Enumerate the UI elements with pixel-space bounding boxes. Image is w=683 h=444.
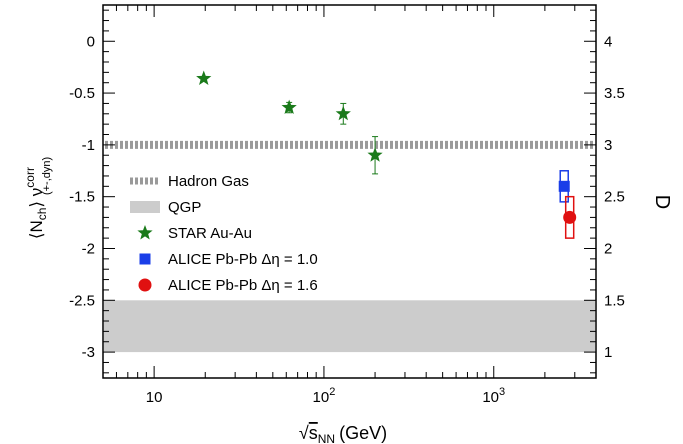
y-axis-right-label: D bbox=[651, 195, 673, 209]
y-left-tick-label: 0 bbox=[87, 33, 95, 50]
x-axis-label-var: s bbox=[309, 423, 318, 443]
x-tick-label: 103 bbox=[482, 386, 505, 406]
y-right-tick-label: 3.5 bbox=[604, 85, 625, 102]
legend: Hadron Gas QGP STAR Au-Au ALICE Pb-Pb Δη = … bbox=[130, 173, 318, 294]
legend-symbol-square bbox=[139, 253, 151, 265]
alice-square-point bbox=[558, 180, 570, 192]
star-point bbox=[196, 70, 212, 86]
y-axis-left-label: ⟨Nch⟩ νcorr (+-,dyn) bbox=[23, 157, 53, 239]
x-axis-label-sub: NN bbox=[318, 432, 335, 444]
star-point bbox=[335, 105, 351, 121]
x-tick-label-base: 10 bbox=[482, 389, 499, 406]
y-left-tick-label: -1.5 bbox=[69, 189, 95, 206]
y-label-open: ⟨N bbox=[27, 220, 46, 239]
y-left-tick-label: -2.5 bbox=[69, 292, 95, 309]
plot-frame-rect bbox=[102, 4, 597, 379]
y-right-tick-label: 2 bbox=[604, 240, 612, 257]
x-axis-label-unit: (GeV) bbox=[339, 423, 387, 443]
y-right-label-text: D bbox=[651, 195, 673, 209]
data-layer bbox=[196, 70, 577, 239]
y-label-sub2: (+-,dyn) bbox=[41, 157, 53, 195]
y-left-tick-label: -2 bbox=[82, 240, 95, 257]
y-left-tick-label: -0.5 bbox=[69, 85, 95, 102]
plot-frame bbox=[102, 4, 597, 379]
bands-layer bbox=[104, 140, 595, 353]
y-label-close: ⟩ ν bbox=[27, 188, 46, 208]
x-tick-label-exp: 3 bbox=[499, 386, 505, 398]
y-right-tick-label: 1.5 bbox=[604, 292, 625, 309]
y-right-tick-label: 4 bbox=[604, 33, 612, 50]
legend-label: QGP bbox=[168, 199, 201, 216]
x-tick-label: 102 bbox=[313, 386, 336, 406]
x-axis-label: √sNN (GeV) bbox=[299, 423, 387, 444]
y-left-tick-label: -3 bbox=[82, 344, 95, 361]
y-right-tick-label: 1 bbox=[604, 344, 612, 361]
y-label-sup: corr bbox=[23, 167, 37, 188]
y-label-sub1: ch bbox=[35, 208, 49, 221]
star-point bbox=[281, 99, 297, 115]
y-right-tick-label: 2.5 bbox=[604, 189, 625, 206]
x-tick-label-base: 10 bbox=[313, 389, 330, 406]
qgp-band bbox=[104, 300, 595, 353]
svg-text:⟨Nch⟩ νcorr(+-,dyn): ⟨Nch⟩ νcorr (+-,dyn) bbox=[23, 157, 53, 239]
legend-symbol-circle bbox=[138, 278, 152, 292]
y-right-tick-label: 3 bbox=[604, 137, 612, 154]
legend-label: Hadron Gas bbox=[168, 173, 249, 190]
alice-circle-point bbox=[563, 210, 577, 224]
legend-label: STAR Au-Au bbox=[168, 225, 252, 242]
star-point bbox=[367, 147, 383, 162]
y-left-tick-label: -1 bbox=[82, 137, 95, 154]
x-axis-label-sqrt: √ bbox=[299, 423, 309, 443]
x-tick-label-exp: 2 bbox=[329, 386, 335, 398]
legend-label: ALICE Pb-Pb Δη = 1.0 bbox=[168, 251, 318, 268]
legend-symbol-qgp bbox=[130, 201, 160, 213]
x-tick-label: 10 bbox=[146, 389, 163, 406]
legend-label: ALICE Pb-Pb Δη = 1.6 bbox=[168, 277, 318, 294]
legend-symbol-star bbox=[137, 225, 153, 240]
